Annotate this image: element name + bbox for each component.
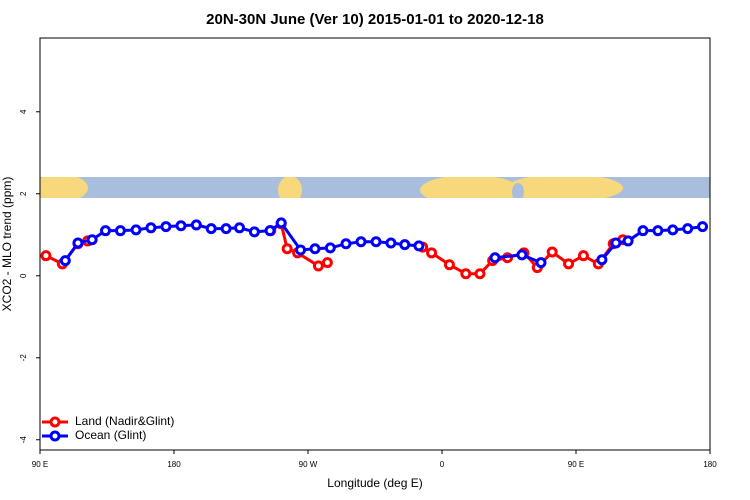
point — [130, 224, 142, 236]
y-tick-label: 4 — [19, 109, 28, 114]
x-tick-label: 0 — [440, 460, 445, 469]
x-axis-label: Longitude (deg E) — [327, 476, 422, 490]
point — [460, 268, 472, 280]
y-tick-label: -2 — [19, 354, 28, 362]
point — [622, 235, 634, 247]
x-tick-label: 90 E — [32, 460, 48, 469]
map-strip — [40, 177, 710, 198]
point — [175, 220, 187, 232]
point — [667, 224, 679, 236]
legend-marker — [49, 430, 61, 442]
point — [474, 268, 486, 280]
series-line — [64, 220, 703, 265]
point — [264, 225, 276, 237]
chart-title: 20N-30N June (Ver 10) 2015-01-01 to 2020… — [206, 11, 544, 28]
point — [40, 250, 52, 262]
point — [637, 225, 649, 237]
point — [399, 239, 411, 251]
point — [535, 257, 547, 269]
point — [426, 247, 438, 259]
x-tick-label: 180 — [167, 460, 181, 469]
point — [682, 223, 694, 235]
plot-frame — [39, 37, 711, 451]
y-tick-label: 2 — [19, 191, 28, 196]
legend-label: Ocean (Glint) — [75, 428, 146, 442]
legend-label: Land (Nadir&Glint) — [75, 414, 174, 428]
point — [72, 237, 84, 249]
point — [563, 258, 575, 270]
point — [577, 250, 589, 262]
point — [190, 219, 202, 231]
point — [355, 236, 367, 248]
point — [59, 255, 71, 267]
point — [114, 225, 126, 237]
point — [86, 234, 98, 246]
point — [489, 252, 501, 264]
x-tick-label: 180 — [703, 460, 717, 469]
point — [145, 222, 157, 234]
point — [234, 222, 246, 234]
point — [309, 243, 321, 255]
point — [610, 237, 622, 249]
point — [321, 257, 333, 269]
y-tick-label: 0 — [19, 273, 28, 278]
point — [652, 225, 664, 237]
point — [275, 217, 287, 229]
x-tick-label: 90 W — [299, 460, 318, 469]
point — [312, 260, 324, 272]
y-axis-label: XCO2 - MLO trend (ppm) — [0, 177, 14, 312]
y-tick-label: -4 — [19, 436, 28, 444]
point — [596, 254, 608, 266]
point — [220, 223, 232, 235]
x-tick-label: 90 E — [568, 460, 584, 469]
point — [160, 221, 172, 233]
point — [370, 236, 382, 248]
point — [697, 221, 709, 233]
point — [516, 249, 528, 261]
point — [443, 259, 455, 271]
point — [295, 244, 307, 256]
point — [205, 223, 217, 235]
point — [340, 238, 352, 250]
point — [546, 246, 558, 258]
point — [385, 237, 397, 249]
point — [100, 225, 112, 237]
point — [248, 226, 260, 238]
point — [413, 240, 425, 252]
point — [281, 243, 293, 255]
point — [324, 242, 336, 254]
legend-marker — [49, 416, 61, 428]
